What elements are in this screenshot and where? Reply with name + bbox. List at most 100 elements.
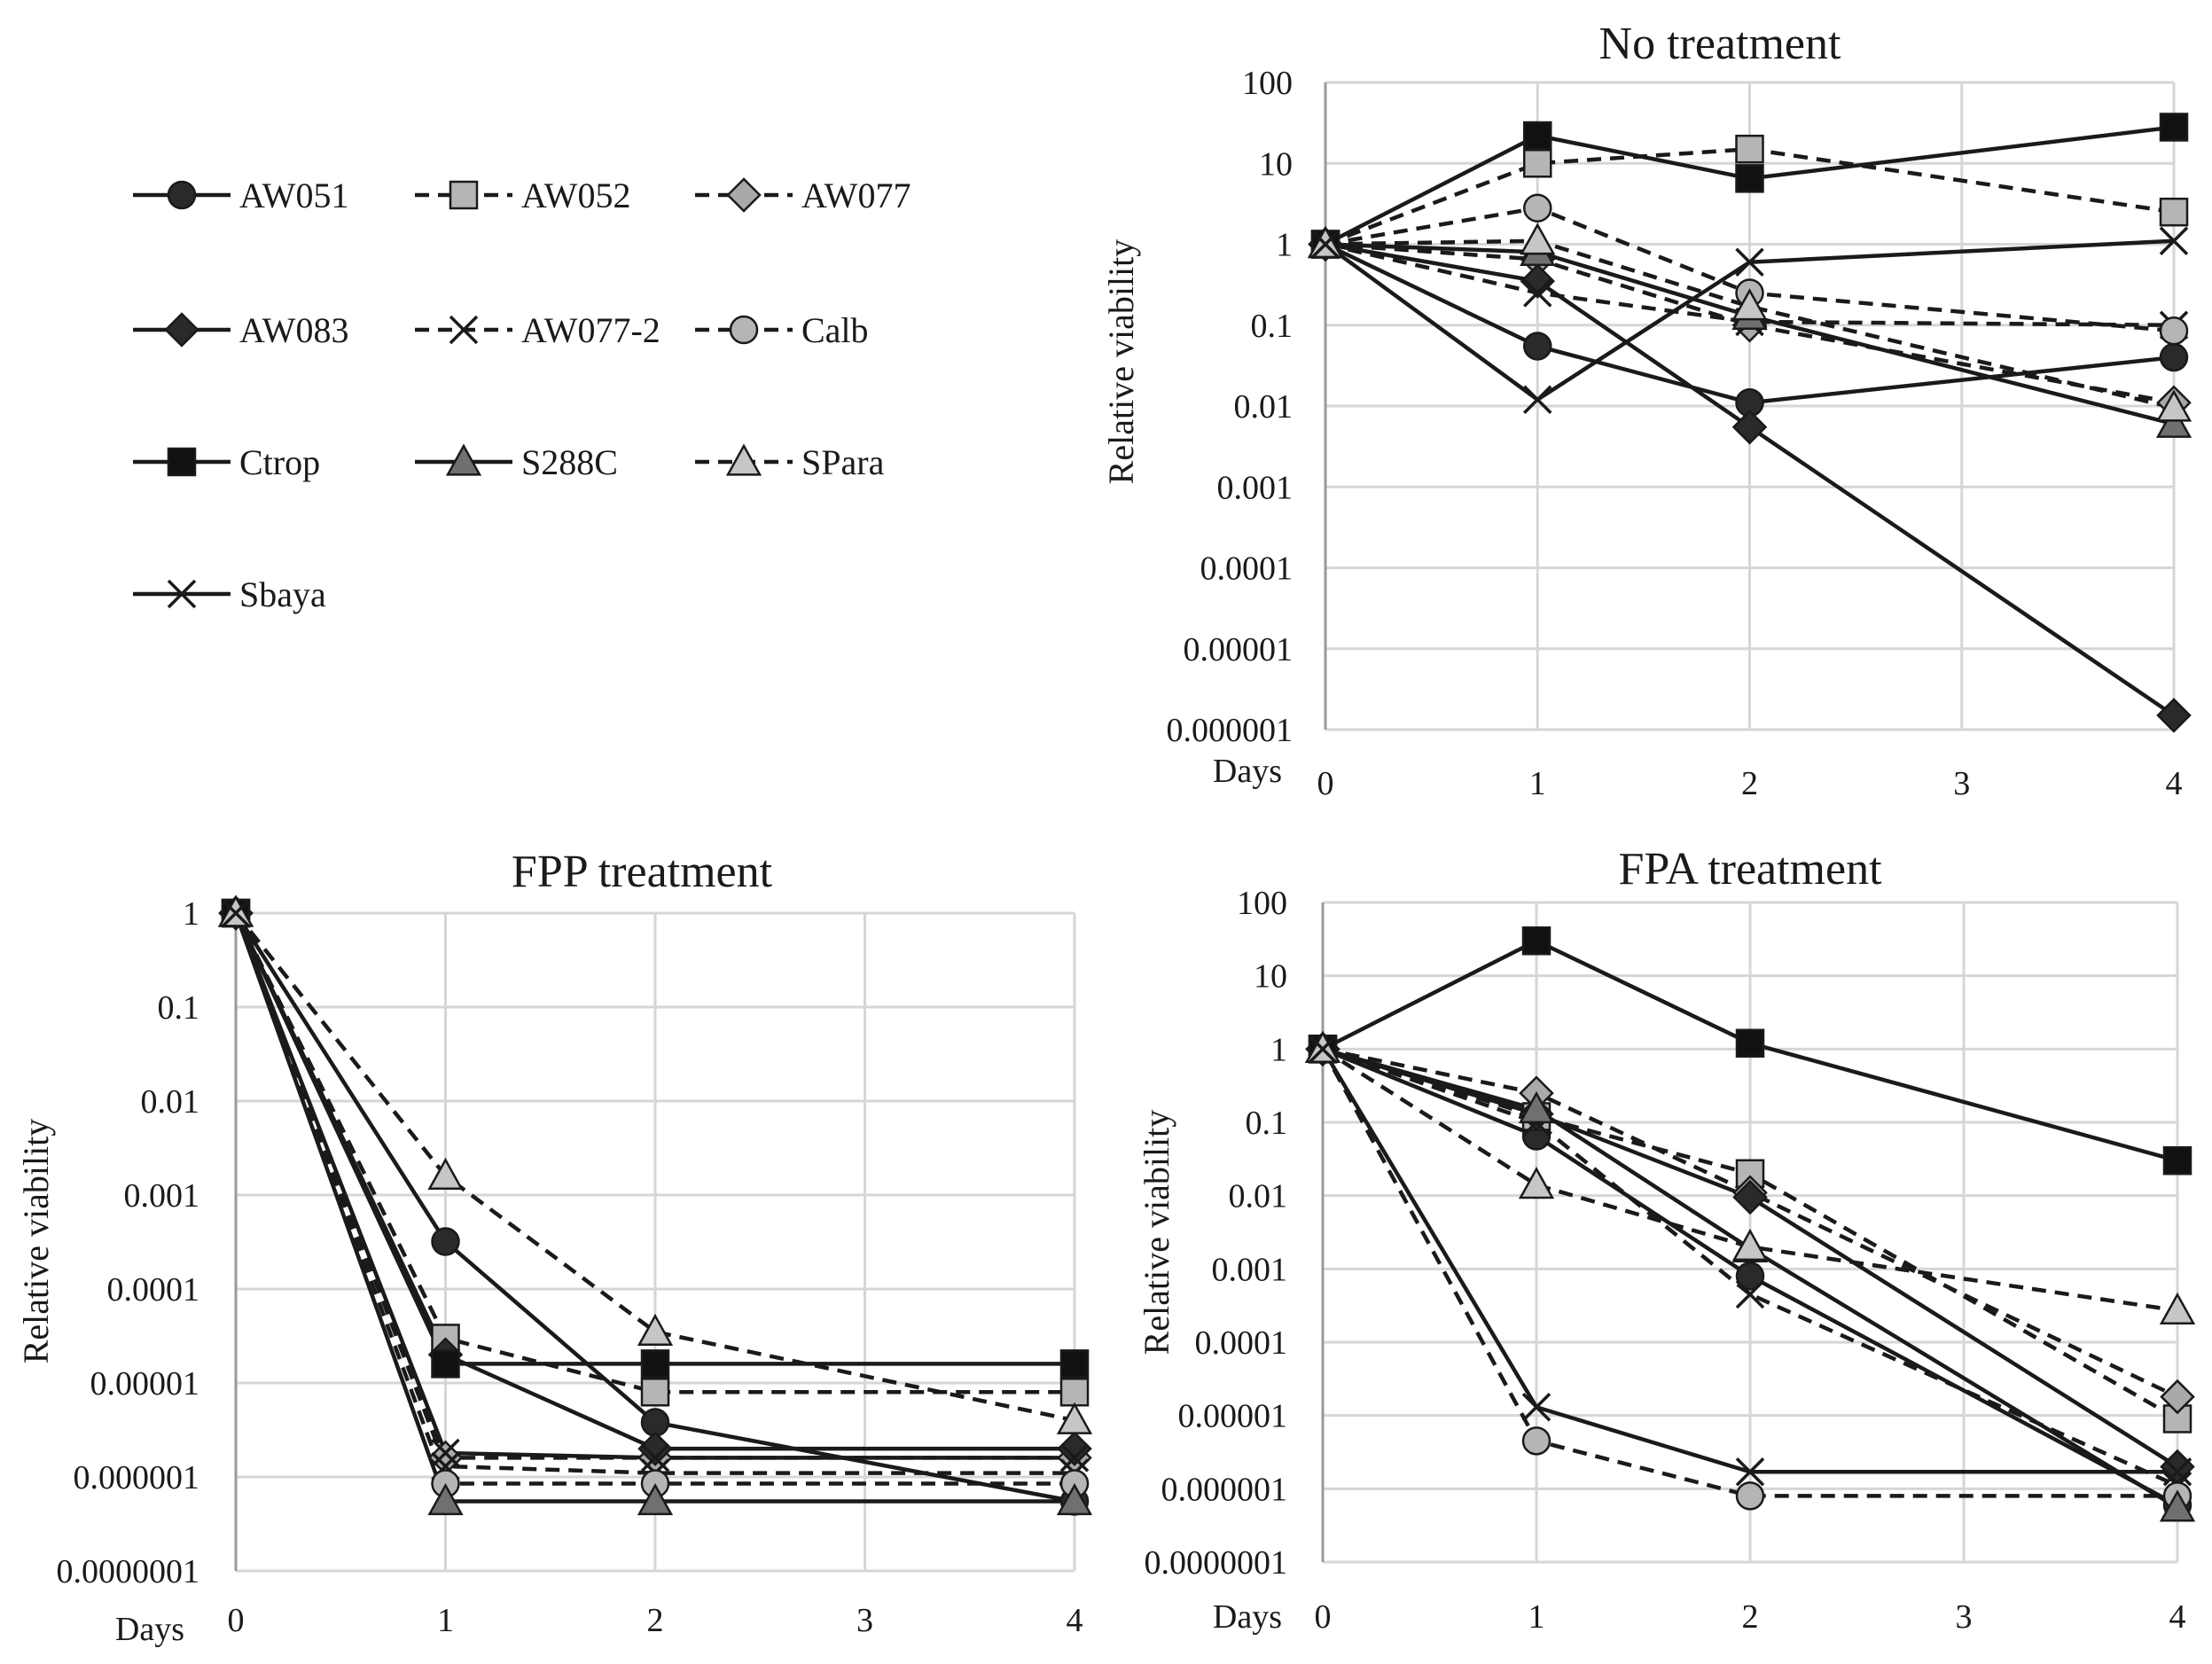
chart-fpp-treatment: 1 0.1 0.01 0.001 0.0001 0.00001 0.000001 0.0000… xyxy=(16,847,1093,1648)
y-tick-label: 0.0001 xyxy=(107,1271,200,1309)
x-tick-label: 1 xyxy=(437,1602,454,1639)
marker-aw083 xyxy=(1731,409,1768,445)
legend-label-aw083: AW083 xyxy=(239,310,348,350)
series-line-ctrop xyxy=(1321,938,2178,1163)
marker-sbaya xyxy=(1735,1457,1765,1487)
y-tick-label: 1 xyxy=(1270,1031,1287,1068)
x-axis-label: Days xyxy=(115,1611,184,1648)
x-tick-label: 1 xyxy=(1528,1598,1545,1636)
legend-label-calb: Calb xyxy=(801,310,869,350)
series-line-calb xyxy=(1321,1048,2177,1498)
y-tick-label: 0.001 xyxy=(1217,469,1294,506)
marker-aw052 xyxy=(2159,197,2189,227)
marker-aw083 xyxy=(1732,1179,1768,1215)
y-tick-label: 1 xyxy=(183,895,199,933)
marker-s288c xyxy=(445,443,482,476)
series-line-calb xyxy=(1325,206,2175,333)
y-tick-label: 0.001 xyxy=(1212,1251,1288,1288)
series-line-sbaya xyxy=(1324,238,2175,402)
marker-aw051 xyxy=(1523,332,1552,361)
y-tick-label: 10 xyxy=(1254,958,1287,996)
marker-calb xyxy=(2159,316,2189,346)
series-line-spara xyxy=(1321,1047,2178,1313)
x-tick-label: 0 xyxy=(1315,1598,1332,1636)
y-axis-label: Relative viability xyxy=(1137,1110,1176,1355)
series-line-aw083 xyxy=(1325,242,2176,717)
series-line-sbaya xyxy=(233,912,1075,1460)
marker-ctrop xyxy=(431,1349,460,1379)
x-tick-label: 0 xyxy=(228,1602,245,1639)
y-tick-label: 0.01 xyxy=(1234,388,1294,426)
marker-s288c xyxy=(2155,405,2192,438)
series-line-aw051 xyxy=(1325,242,2175,405)
marker-spara xyxy=(637,1313,674,1346)
marker-s288c xyxy=(427,1482,464,1516)
marker-aw052 xyxy=(1059,1378,1090,1407)
y-tick-label: 100 xyxy=(1237,885,1287,922)
marker-sbaya xyxy=(1308,1035,1338,1064)
marker-aw052 xyxy=(449,180,479,210)
x-tick-label: 3 xyxy=(1956,1598,1973,1636)
y-tick-label: 0.000001 xyxy=(1167,712,1294,749)
marker-aw051 xyxy=(1735,1262,1765,1291)
y-tick-label: 100 xyxy=(1242,65,1293,102)
marker-ctrop xyxy=(1735,164,1764,193)
marker-spara xyxy=(725,443,762,476)
x-tick-label: 1 xyxy=(1529,765,1546,802)
marker-spara xyxy=(427,1157,464,1191)
series-line-aw083 xyxy=(1322,1047,2179,1469)
legend: AW051 AW052 AW077 AW083 AW077-2 Calb Ctrop S288… xyxy=(133,176,911,614)
marker-aw083 xyxy=(637,1431,673,1466)
x-axis-label: Days xyxy=(1213,753,1282,790)
series-line-s288c xyxy=(233,912,1075,1504)
series-line-calb xyxy=(233,912,1075,1486)
series-line-ctrop xyxy=(1324,125,2175,246)
y-tick-label: 0.00001 xyxy=(1184,631,1294,668)
marker-spara xyxy=(1731,1228,1769,1262)
x-tick-label: 2 xyxy=(647,1602,664,1639)
marker-spara xyxy=(2155,389,2192,422)
marker-spara xyxy=(2159,1292,2196,1324)
marker-aw051 xyxy=(431,1227,460,1256)
series-line-aw077-2 xyxy=(233,912,1075,1475)
series-line-sbaya xyxy=(1321,1048,2177,1474)
marker-sbaya xyxy=(221,898,251,928)
x-tick-label: 3 xyxy=(1953,765,1970,802)
legend-label-aw052: AW052 xyxy=(521,176,630,215)
chart-fpa-treatment: 1001010.10.010.0010.00010.000010.0000010… xyxy=(1137,844,2196,1636)
x-tick-label: 2 xyxy=(1741,765,1758,802)
marker-spara xyxy=(1520,223,1556,255)
marker-aw052 xyxy=(1523,149,1552,178)
marker-aw052 xyxy=(1735,1159,1765,1189)
legend-label-aw077: AW077 xyxy=(801,176,911,215)
marker-aw052 xyxy=(1735,134,1764,164)
marker-sbaya xyxy=(1310,230,1340,259)
series-line-s288c xyxy=(1325,242,2175,426)
marker-aw051 xyxy=(2159,342,2189,372)
y-tick-label: 0.000001 xyxy=(74,1459,200,1496)
series-line-spara xyxy=(234,911,1075,1423)
series-line-aw051 xyxy=(234,911,1075,1504)
series-line-aw077-2 xyxy=(1325,242,2175,327)
marker-s288c xyxy=(637,1482,674,1516)
marker-aw083 xyxy=(2160,1449,2195,1485)
marker-calb xyxy=(729,315,759,345)
x-tick-label: 4 xyxy=(2169,1598,2186,1636)
series-line-aw052 xyxy=(1322,1047,2179,1421)
marker-ctrop xyxy=(640,1349,670,1379)
y-tick-label: 0.001 xyxy=(124,1177,200,1215)
series-line-spara xyxy=(1325,238,2175,410)
marker-sbaya xyxy=(1521,1393,1552,1422)
marker-sbaya xyxy=(640,1443,670,1473)
y-tick-label: 0.000001 xyxy=(1161,1471,1288,1508)
y-tick-label: 0.0001 xyxy=(1195,1324,1288,1362)
marker-ctrop xyxy=(1735,1028,1765,1059)
y-tick-label: 1 xyxy=(1276,227,1293,264)
y-tick-label: 0.1 xyxy=(158,989,200,1027)
marker-s288c xyxy=(1518,1090,1555,1124)
chart-no-treatment: 100 10 1 0.1 0.01 0.001 0.0001 0.00001 0.000001 0… xyxy=(1101,19,2192,802)
marker-aw077 xyxy=(726,177,762,213)
marker-aw077-2 xyxy=(1735,1279,1765,1309)
marker-aw083 xyxy=(1520,263,1556,299)
